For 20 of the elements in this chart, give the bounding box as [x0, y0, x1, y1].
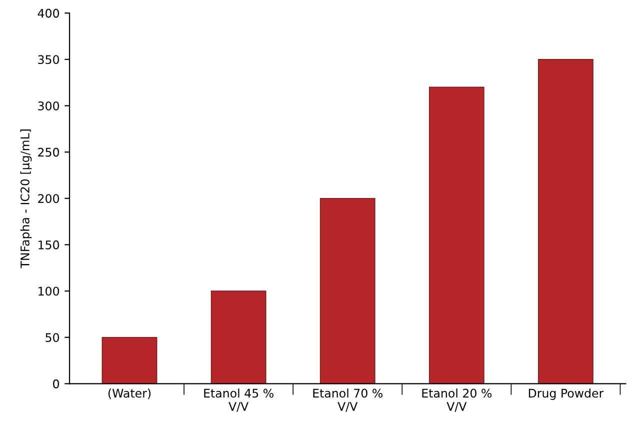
y-axis-title: TNFapha - IC20 [µg/mL]	[20, 130, 32, 268]
x-tick-label: Drug Powder	[528, 388, 604, 400]
bar	[428, 86, 484, 384]
y-tick-label: 200	[38, 194, 60, 204]
y-tick-label: 250	[38, 148, 60, 157]
x-tick-label: Etanol 70 % V/V	[313, 388, 382, 412]
y-tick-label: 50	[46, 333, 60, 342]
y-tick-label: 300	[38, 101, 60, 110]
x-tick-label: Etanol 45 % V/V	[204, 388, 274, 412]
bar	[102, 336, 158, 384]
y-tick-label: 150	[38, 240, 60, 250]
bar	[320, 198, 376, 384]
y-tick-label: 350	[38, 55, 60, 64]
x-tick-label: Etanol 20 % V/V	[422, 388, 492, 412]
bar	[538, 58, 594, 384]
y-tick-label: 400	[38, 8, 60, 18]
y-tick-label: 0	[53, 379, 60, 388]
y-tick-label: 100	[38, 286, 60, 296]
bar	[210, 290, 266, 384]
x-tick-label: (Water)	[108, 388, 151, 400]
